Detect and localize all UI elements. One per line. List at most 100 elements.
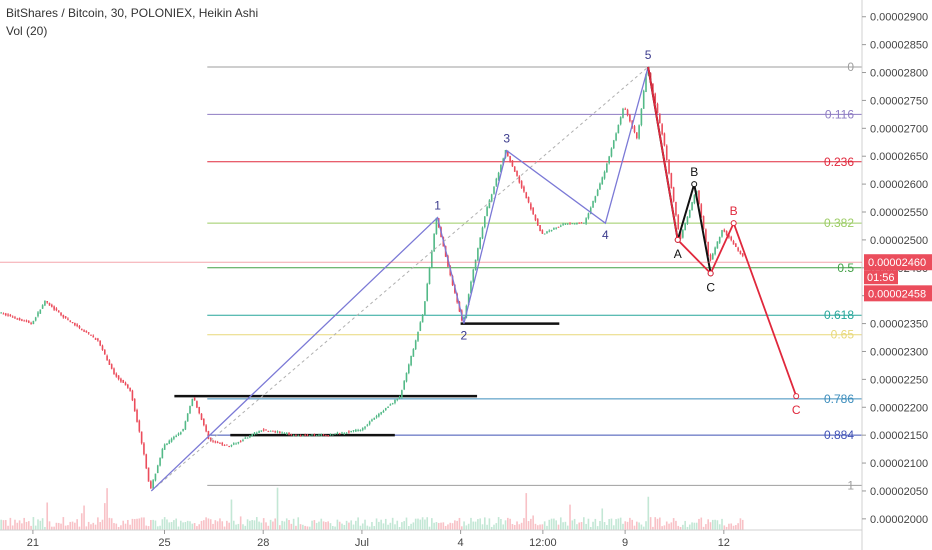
countdown-text: 01:56 (867, 272, 895, 284)
candle-body (207, 430, 210, 439)
candle-body (106, 355, 108, 360)
candle-body (619, 117, 622, 125)
price-tick-label: 0.00002850 (870, 40, 928, 52)
volume-bar (27, 521, 30, 530)
candle-body (60, 312, 62, 316)
volume-bar (587, 518, 590, 530)
candle-body (543, 233, 546, 235)
volume-bar (355, 520, 357, 530)
candle-body (373, 417, 376, 420)
candle-body (523, 186, 525, 192)
volume-bar (624, 521, 627, 530)
candle-body (737, 247, 739, 251)
candle-body (242, 440, 244, 442)
volume-bar (159, 525, 161, 530)
volume-bar (315, 522, 318, 530)
volume-bar (732, 525, 735, 530)
candle-body (177, 433, 180, 435)
support-lines[interactable] (174, 322, 560, 437)
volume-bar (11, 525, 14, 530)
volume-bar (401, 522, 403, 530)
volume-bar (265, 522, 267, 530)
volume-bar (285, 518, 288, 530)
volume-bar (103, 503, 106, 530)
candle-body (513, 166, 516, 172)
volume-bar (553, 518, 555, 530)
candle-body (698, 190, 700, 205)
volume-bar (76, 519, 78, 530)
volume-bar (209, 519, 212, 530)
volume-bar (251, 520, 253, 530)
volume-bar (723, 525, 726, 530)
volume-bar (562, 522, 564, 530)
candle-body (728, 234, 730, 238)
volume-bar (276, 487, 279, 530)
candle-body (101, 345, 104, 350)
volume-bar (470, 517, 472, 530)
candle-body (191, 398, 194, 407)
volume-bar (596, 526, 599, 530)
volume-bar (131, 518, 134, 530)
volume-bar (191, 523, 194, 530)
fibonacci-levels[interactable]: 0 0.116 0.236 0.382 0.5 0.618 0.65 0.786 0.884 1 (207, 60, 862, 492)
candle-body (83, 330, 85, 332)
candle-body (156, 465, 159, 474)
volume-bar (198, 524, 201, 530)
volume-bar (569, 504, 571, 530)
candle-body (4, 313, 7, 316)
time-axis[interactable]: 21 25 28 Jul 4 12:00 9 12 (0, 529, 862, 549)
volume-bar (398, 526, 401, 530)
candle-body (267, 430, 270, 432)
volume-bar (649, 517, 652, 530)
candle-body (497, 172, 500, 180)
volume-bar (258, 521, 260, 530)
candle-body (585, 218, 587, 224)
candle-body (313, 434, 316, 436)
candle-body (407, 364, 410, 373)
volume-bar (41, 518, 44, 530)
abc-correction[interactable]: A B C B C (647, 66, 801, 417)
volume-bar (253, 520, 256, 530)
candle-body (481, 227, 484, 239)
candle-body (668, 159, 670, 174)
volume-bar (78, 526, 81, 530)
volume-bar (322, 521, 325, 530)
volume-bar (46, 502, 49, 530)
elliott-wave[interactable]: 1 2 3 4 5 (150, 48, 652, 492)
volume-bar (18, 520, 21, 530)
candle-body (290, 434, 293, 436)
volume-bar (417, 518, 419, 530)
candle-body (389, 404, 392, 406)
volume-bar (739, 518, 742, 530)
volume-bar (170, 522, 173, 530)
candle-body (57, 310, 60, 313)
price-tick-label: 0.00002500 (870, 235, 928, 247)
volume-bar (203, 520, 205, 530)
volume-bar (534, 523, 537, 530)
volume-bar (108, 517, 111, 530)
volume-bar (721, 518, 723, 530)
volume-bar (14, 519, 16, 530)
volume-bar (219, 518, 221, 530)
volume-bar (668, 523, 670, 530)
candle-body (583, 222, 585, 224)
candle-body (553, 228, 555, 230)
candle-body (320, 434, 323, 436)
volume-bar (691, 522, 693, 530)
volume-bar (242, 524, 244, 530)
wave-label: 4 (602, 228, 609, 242)
volume-bar (290, 523, 293, 530)
volume-bar (670, 522, 673, 530)
volume-bar (71, 521, 74, 530)
volume-bar (186, 520, 189, 530)
candle-body (345, 432, 348, 434)
volume-bar (516, 521, 518, 530)
volume-bar (136, 518, 138, 530)
volume-bar (237, 523, 240, 530)
volume-bar (255, 517, 258, 530)
abc-red-node (793, 393, 800, 400)
time-tick-label: 28 (257, 537, 269, 549)
candle-body (580, 222, 583, 224)
